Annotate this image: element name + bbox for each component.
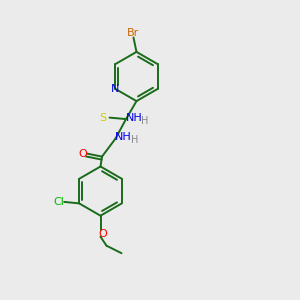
Text: Br: Br [128, 28, 140, 38]
Text: NH: NH [126, 112, 143, 123]
Text: N: N [111, 84, 119, 94]
Text: S: S [99, 112, 106, 123]
Text: H: H [141, 116, 148, 126]
Text: H: H [131, 135, 138, 145]
Text: NH: NH [115, 132, 131, 142]
Text: O: O [78, 148, 87, 159]
Text: O: O [98, 229, 107, 239]
Text: Cl: Cl [53, 197, 64, 207]
